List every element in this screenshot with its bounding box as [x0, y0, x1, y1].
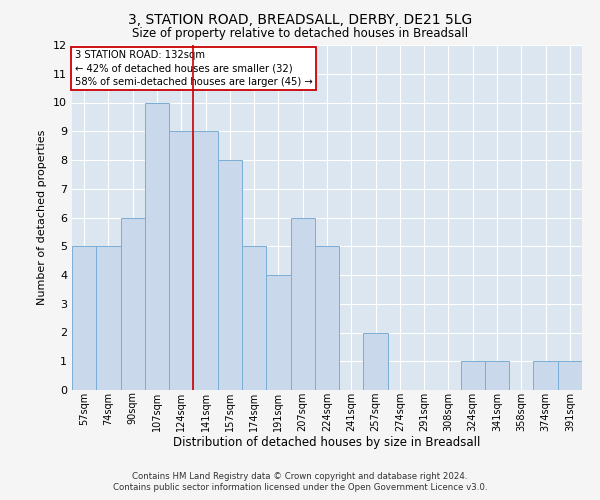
Bar	[72, 246, 96, 390]
Bar	[169, 131, 193, 390]
Text: 3, STATION ROAD, BREADSALL, DERBY, DE21 5LG: 3, STATION ROAD, BREADSALL, DERBY, DE21 …	[128, 12, 472, 26]
Bar	[364, 332, 388, 390]
Bar	[96, 246, 121, 390]
Bar	[315, 246, 339, 390]
Text: Size of property relative to detached houses in Breadsall: Size of property relative to detached ho…	[132, 28, 468, 40]
Bar	[193, 131, 218, 390]
Y-axis label: Number of detached properties: Number of detached properties	[37, 130, 47, 305]
Text: Contains HM Land Registry data © Crown copyright and database right 2024.
Contai: Contains HM Land Registry data © Crown c…	[113, 472, 487, 492]
Bar	[558, 361, 582, 390]
X-axis label: Distribution of detached houses by size in Breadsall: Distribution of detached houses by size …	[173, 436, 481, 450]
Bar	[218, 160, 242, 390]
Bar	[121, 218, 145, 390]
Bar	[461, 361, 485, 390]
Text: 3 STATION ROAD: 132sqm
← 42% of detached houses are smaller (32)
58% of semi-det: 3 STATION ROAD: 132sqm ← 42% of detached…	[74, 50, 313, 86]
Bar	[266, 275, 290, 390]
Bar	[533, 361, 558, 390]
Bar	[485, 361, 509, 390]
Bar	[242, 246, 266, 390]
Bar	[290, 218, 315, 390]
Bar	[145, 102, 169, 390]
